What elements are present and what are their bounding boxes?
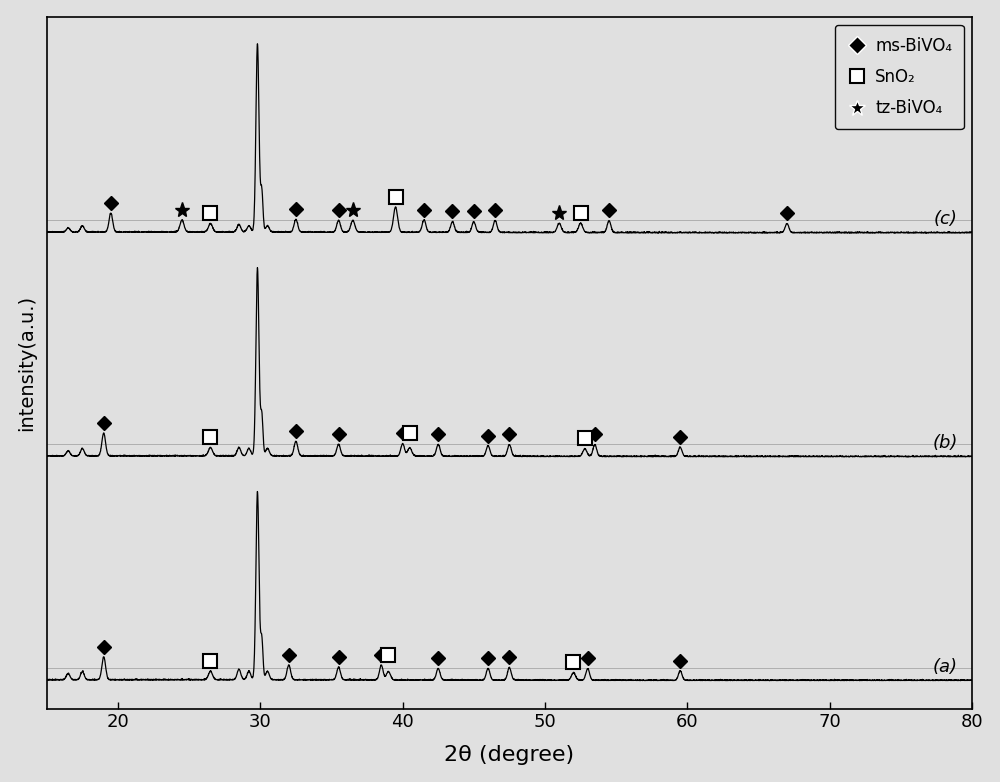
Text: (b): (b)	[932, 434, 958, 452]
Legend: ms-BiVO₄, SnO₂, tz-BiVO₄: ms-BiVO₄, SnO₂, tz-BiVO₄	[835, 25, 964, 129]
Text: (a): (a)	[933, 658, 958, 676]
Y-axis label: intensity(a.u.): intensity(a.u.)	[17, 295, 36, 431]
X-axis label: 2θ (degree): 2θ (degree)	[444, 745, 574, 766]
Text: (c): (c)	[934, 210, 958, 228]
